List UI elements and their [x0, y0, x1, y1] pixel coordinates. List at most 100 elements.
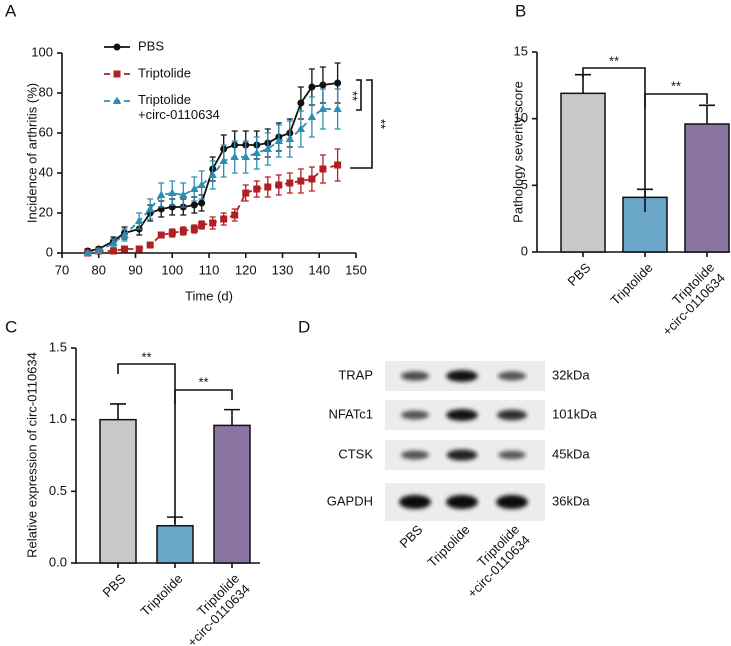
blot-band [446, 449, 478, 461]
x-tick-label: 80 [92, 262, 106, 277]
point [296, 124, 306, 132]
point [285, 134, 295, 142]
point [190, 201, 198, 209]
significance: ** [346, 91, 361, 101]
bracket [174, 389, 233, 404]
blot-band [497, 409, 527, 421]
protein-label: TRAP [338, 367, 373, 382]
point [190, 225, 198, 233]
y-tick-label: 0 [46, 244, 53, 259]
blot-band [498, 371, 526, 381]
x-tick-label: 90 [128, 262, 142, 277]
point [253, 185, 261, 193]
x-tick-label: Triptolide [137, 571, 185, 619]
point [120, 245, 128, 253]
y-axis-label: Incidence of arthritis (%) [24, 83, 39, 223]
blot-band [496, 495, 528, 509]
bracket [644, 93, 708, 108]
significance: ** [374, 119, 389, 129]
point [307, 112, 317, 120]
blot-band [446, 409, 478, 421]
point [334, 79, 342, 87]
error-bar [224, 408, 240, 426]
point [109, 238, 118, 246]
bracket [582, 67, 646, 212]
point [208, 170, 217, 178]
point [318, 104, 328, 112]
point [179, 190, 188, 198]
error-bar [699, 104, 715, 124]
point [308, 175, 316, 183]
legend-label: PBS [138, 38, 164, 53]
significance: ** [141, 349, 151, 364]
bar [684, 123, 730, 253]
y-tick-label: 60 [39, 124, 53, 139]
y-tick-label: 1.0 [49, 411, 67, 426]
y-tick-label: 20 [39, 204, 53, 219]
point [297, 99, 305, 107]
size-label: 101kDa [552, 406, 598, 421]
point [275, 181, 283, 189]
point [157, 231, 165, 239]
protein-label: NFATc1 [328, 406, 373, 421]
x-tick-label: Triptolide [607, 260, 655, 308]
point [157, 190, 166, 198]
point [109, 247, 117, 255]
x-tick-label: 100 [161, 262, 183, 277]
point [308, 83, 316, 91]
y-tick-label: 100 [31, 44, 53, 59]
point [198, 221, 206, 229]
point [319, 81, 327, 89]
point [146, 204, 155, 212]
point [333, 104, 342, 112]
point [241, 152, 250, 160]
point [197, 180, 206, 188]
legend-marker [112, 96, 122, 104]
panel-letter: D [298, 317, 310, 336]
point [263, 144, 272, 152]
panel-letter: B [515, 1, 526, 20]
y-tick-label: 40 [39, 164, 53, 179]
point [252, 148, 261, 156]
bar [560, 92, 606, 253]
size-label: 36kDa [552, 493, 590, 508]
size-label: 45kDa [552, 446, 590, 461]
point [286, 179, 294, 187]
x-tick-label: 110 [199, 262, 220, 277]
x-tick-label: 130 [272, 262, 294, 277]
blot-band [401, 450, 429, 460]
point [242, 189, 250, 197]
bar [156, 524, 194, 564]
x-tick-label: PBS [100, 571, 129, 600]
point [146, 241, 154, 249]
y-tick-label: 5 [521, 177, 528, 192]
lane-label: PBS [397, 522, 426, 551]
protein-label: CTSK [338, 446, 373, 461]
point [190, 184, 199, 192]
legend-label: Triptolide [138, 65, 191, 80]
blot-band [446, 495, 478, 509]
point [83, 248, 92, 256]
y-axis-label: Pathology severity score [510, 81, 525, 223]
y-tick-label: 15 [514, 43, 528, 58]
point [135, 245, 143, 253]
error-bar [110, 403, 126, 420]
bar [213, 424, 251, 564]
point [264, 183, 272, 191]
point [168, 188, 177, 196]
blot-band [498, 450, 526, 460]
x-tick-label: PBS [565, 260, 594, 289]
legend-label: Triptolide +circ-0110634 [138, 92, 220, 122]
y-tick-label: 1.5 [49, 339, 67, 354]
point [220, 215, 228, 223]
significance: ** [671, 78, 681, 93]
point [120, 230, 129, 238]
point [94, 246, 103, 254]
blot-band [401, 410, 429, 420]
y-tick-label: 10 [514, 110, 528, 125]
x-axis-label: Time (d) [185, 288, 233, 303]
x-tick-label: Triptolide+circ-0110634 [649, 260, 728, 339]
lane-label: Triptolide [424, 522, 472, 570]
bracket [117, 363, 176, 523]
y-tick-label: 0 [521, 243, 528, 258]
